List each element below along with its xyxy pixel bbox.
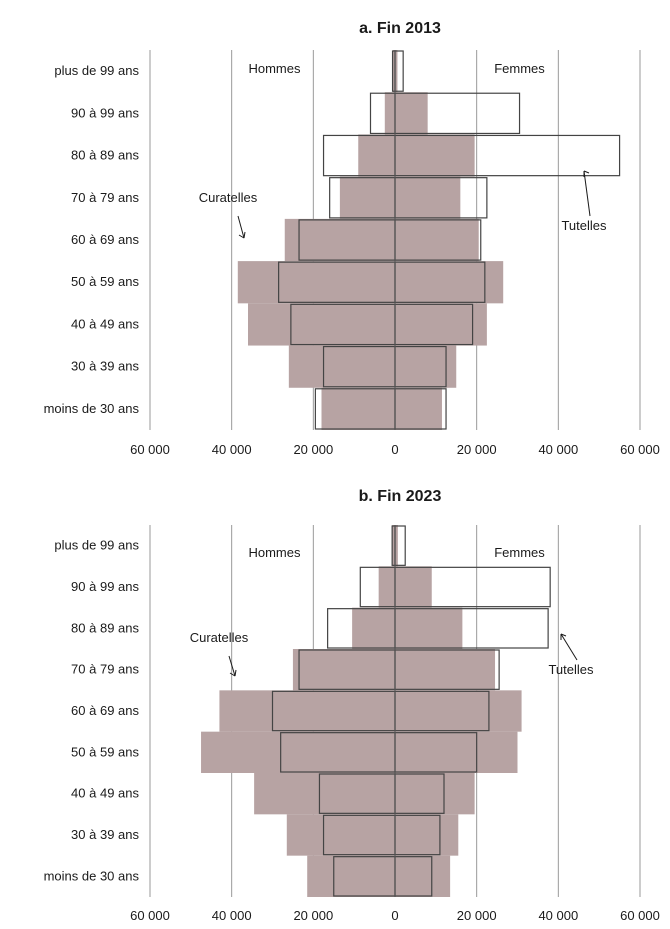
bar-curatelles-femmes [395, 607, 463, 649]
bar-curatelles-femmes [395, 649, 496, 691]
x-tick-label: 40 000 [538, 908, 578, 923]
bar-curatelles-femmes [395, 773, 475, 815]
annotation-tutelles: Tutelles [548, 662, 594, 677]
category-label: 80 à 89 ans [71, 620, 139, 635]
chart-panel-1: a. Fin 2013 moins de 30 ans 30 à 39 ans 40 … [44, 20, 660, 457]
x-tick-label: 60 000 [130, 908, 170, 923]
bar-curatelles-femmes [395, 690, 522, 732]
arrow-tutelles [560, 633, 578, 661]
category-label: plus de 99 ans [54, 63, 139, 78]
x-tick-label: 20 000 [293, 442, 333, 457]
bar-curatelles-femmes [395, 176, 461, 219]
x-tick-label: 0 [391, 908, 398, 923]
bar-curatelles-femmes [395, 218, 479, 262]
side-label-femmes: Femmes [494, 61, 545, 76]
bar-curatelles-hommes [358, 134, 395, 177]
bar-curatelles-hommes [392, 50, 395, 93]
x-tick-label: 20 000 [457, 908, 497, 923]
bar-curatelles-femmes [395, 50, 398, 93]
bar-curatelles-hommes [284, 218, 395, 262]
bar-curatelles-hommes [292, 649, 395, 691]
category-label: 60 à 69 ans [71, 703, 139, 718]
category-label: plus de 99 ans [54, 538, 139, 553]
bar-curatelles-hommes [254, 773, 395, 815]
category-label: 50 à 59 ans [71, 274, 139, 289]
category-label: 70 à 79 ans [71, 190, 139, 205]
bar-curatelles-femmes [395, 525, 398, 567]
side-label-hommes: Hommes [248, 61, 301, 76]
arrow-tutelles [583, 170, 591, 217]
bar-curatelles-femmes [395, 387, 442, 430]
chart-title: b. Fin 2023 [359, 488, 442, 505]
bar-curatelles-femmes [395, 731, 518, 773]
category-label: 80 à 89 ans [71, 148, 139, 163]
side-label-femmes: Femmes [494, 545, 545, 560]
bar-curatelles-femmes [395, 134, 475, 177]
x-tick-label: 40 000 [538, 442, 578, 457]
arrowhead-tutelles [560, 633, 567, 640]
side-label-hommes: Hommes [248, 545, 301, 560]
bar-curatelles-hommes [392, 525, 395, 567]
x-tick-label: 0 [391, 442, 398, 457]
bar-curatelles-hommes [339, 176, 395, 219]
x-tick-label: 60 000 [130, 442, 170, 457]
x-tick-label: 40 000 [212, 442, 252, 457]
x-tick-label: 40 000 [212, 908, 252, 923]
bar-curatelles-hommes [321, 387, 395, 430]
bar-curatelles-hommes [384, 92, 395, 135]
bar-curatelles-femmes [395, 566, 432, 608]
arrowhead-curatelles [238, 231, 246, 239]
annotation-curatelles: Curatelles [199, 190, 258, 205]
category-label: 50 à 59 ans [71, 744, 139, 759]
category-label: moins de 30 ans [44, 401, 140, 416]
bar-curatelles-hommes [248, 303, 395, 346]
chart-title: a. Fin 2013 [359, 20, 441, 37]
x-tick-label: 60 000 [620, 908, 660, 923]
arrow-curatelles [228, 655, 236, 677]
category-label: 40 à 49 ans [71, 786, 139, 801]
bar-curatelles-hommes [286, 814, 395, 856]
arrowhead-tutelles [583, 170, 590, 177]
bar-curatelles-femmes [395, 303, 487, 346]
arrowhead-curatelles [229, 669, 237, 677]
bar-curatelles-hommes [352, 607, 395, 649]
category-label: 40 à 49 ans [71, 316, 139, 331]
category-label: 70 à 79 ans [71, 662, 139, 677]
x-tick-label: 60 000 [620, 442, 660, 457]
annotation-tutelles: Tutelles [561, 218, 607, 233]
category-label: moins de 30 ans [44, 868, 140, 883]
category-label: 30 à 39 ans [71, 827, 139, 842]
bar-curatelles-hommes [307, 855, 395, 897]
category-label: 90 à 99 ans [71, 579, 139, 594]
x-tick-label: 20 000 [457, 442, 497, 457]
category-label: 30 à 39 ans [71, 359, 139, 374]
x-tick-label: 20 000 [293, 908, 333, 923]
bar-curatelles-hommes [237, 261, 395, 304]
chart-panel-2: b. Fin 2023 moins de 30 ans 30 à 39 ans 40 … [44, 488, 660, 923]
bar-curatelles-hommes [201, 731, 395, 773]
annotation-curatelles: Curatelles [190, 630, 249, 645]
bar-curatelles-femmes [395, 814, 459, 856]
category-label: 60 à 69 ans [71, 232, 139, 247]
arrow-curatelles [237, 215, 245, 239]
category-label: 90 à 99 ans [71, 105, 139, 120]
bar-curatelles-femmes [395, 345, 457, 388]
bar-curatelles-hommes [378, 566, 395, 608]
bar-curatelles-femmes [395, 855, 451, 897]
bar-curatelles-femmes [395, 261, 504, 304]
bar-curatelles-hommes [288, 345, 395, 388]
bar-curatelles-femmes [395, 92, 428, 135]
bar-curatelles-hommes [219, 690, 395, 732]
